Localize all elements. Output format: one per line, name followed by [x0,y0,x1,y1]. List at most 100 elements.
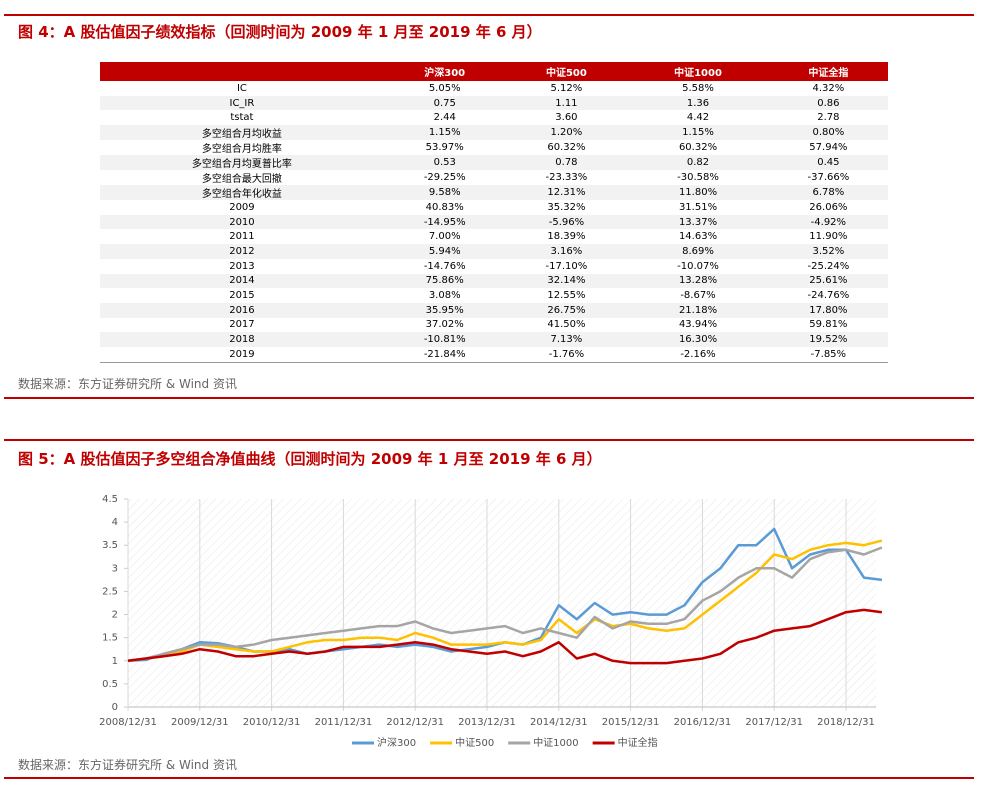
table-cell: -37.66% [807,172,850,184]
table-cell: 3.08% [428,290,461,302]
table-cell: 4.32% [812,82,845,94]
legend-label: 中证全指 [618,736,658,749]
table-cell: -17.10% [545,260,588,272]
y-tick-label: 2 [112,610,118,621]
table-cell: 37.02% [425,319,464,331]
rule [4,777,974,779]
source: 数据来源：东方证券研究所 & Wind 资讯 [18,377,237,391]
y-tick-label: 4 [112,517,118,528]
table-cell: 41.50% [547,319,586,331]
table-cell: IC_IR [100,95,384,111]
table-cell: 3.60 [555,112,578,124]
table: 沪深300 中证500 中证1000 中证全指 IC 5.05% 5.12% 5.58% 4.3… [100,62,888,363]
table-cell: 8.69% [627,244,769,259]
table-cell: 2016 [100,302,384,318]
table-cell: 3.52% [768,244,888,259]
rule [4,439,974,441]
y-tick-label: 1.5 [102,633,118,644]
x-tick-label: 2011/12/31 [315,717,373,728]
figure-title: 图 4：A 股估值因子绩效指标（回测时间为 2009 年 1 月至 2019 年… [18,23,542,41]
table-cell: 3.16% [505,244,628,259]
rule [4,14,974,16]
table-cell: 2019 [100,346,384,363]
table-cell: -24.76% [807,290,850,302]
table-cell: -10.07% [677,260,719,272]
series-line [127,539,883,663]
plot-area [128,499,876,707]
table-cell: -7.85% [768,346,888,363]
table-cell: 53.97% [425,142,464,154]
table-cell: -5.96% [505,214,628,230]
table-cell: 2018 [100,332,384,347]
table-row: 2010 -14.95% -5.96% 13.37% -4.92% [100,214,888,230]
series-line [127,608,883,665]
table-cell: 75.86% [383,273,506,289]
table-row: 2013 -14.76% -17.10% -10.07% -25.24% [100,259,888,274]
table-cell: 21.18% [627,302,769,318]
x-tick-label: 2012/12/31 [386,717,444,728]
table-cell: 35.95% [383,302,506,318]
table-cell: 多空组合年化收益 [100,185,384,201]
table-cell: 0.82 [627,155,769,171]
table-cell: 1.11 [505,95,628,111]
table-cell: 40.83% [425,201,464,213]
table-row: 2015 3.08% 12.55% -8.67% -24.76% [100,288,888,303]
table-cell: 7.00% [428,231,461,243]
table-cell: 2017 [229,319,255,331]
series-line [127,546,883,663]
table-cell: 31.51% [678,201,718,213]
table-cell: 2011 [229,231,255,243]
table-row: tstat 2.44 3.60 4.42 2.78 [100,110,888,125]
table-cell: IC [236,82,247,94]
y-tick-label: 0.5 [102,679,118,690]
legend-label: 中证1000 [533,736,578,749]
table-cell: 多空组合月均收益 [100,125,384,141]
table-row: 2009 40.83% 35.32% 31.51% 26.06% [100,200,888,215]
table-cell: 2009 [229,201,255,213]
table-cell: 11.90% [809,231,848,243]
y-tick-label: 3 [112,563,118,574]
table-row: 多空组合最大回撤 -29.25% -23.33% -30.58% -37.66% [100,170,888,185]
table-cell: 13.37% [627,214,769,230]
x-tick-label: 2014/12/31 [530,717,588,728]
table-cell: 0.86 [768,95,888,111]
header-cell [100,62,384,81]
y-tick-label: 2.5 [102,586,118,597]
table-cell: 0.45 [768,155,888,171]
table-cell: 1.15% [383,125,506,141]
table-cell: 5.94% [383,244,506,259]
table-cell: 26.75% [505,302,628,318]
table-cell: 5.58% [682,82,714,94]
table-row: IC_IR 0.75 1.11 1.36 0.86 [100,95,888,111]
table-cell: 7.13% [505,332,628,347]
y-tick-label: 0 [112,702,118,713]
table-cell: 16.30% [627,332,769,347]
x-tick-label: 2017/12/31 [745,717,803,728]
table-cell: -10.81% [383,332,506,347]
table-cell: 35.32% [547,201,586,213]
table-row: 2011 7.00% 18.39% 14.63% 11.90% [100,229,888,244]
table-cell: -21.84% [383,346,506,363]
x-tick-label: 2010/12/31 [243,717,301,728]
table-row: 2019 -21.84% -1.76% -2.16% -7.85% [100,346,888,363]
table-cell: 9.58% [383,185,506,201]
table-cell: 18.39% [547,231,586,243]
table-cell: -29.25% [423,172,466,184]
table-cell: 0.75 [383,95,506,111]
legend-label: 沪深300 [377,736,416,749]
table-cell: 12.55% [547,290,586,302]
table-cell: -30.58% [677,172,719,184]
x-tick-label: 2009/12/31 [171,717,229,728]
x-tick-label: 2008/12/31 [99,717,157,728]
table-cell: 60.32% [678,142,718,154]
header-cell: 沪深300 [383,62,506,81]
table-cell: 43.94% [678,319,718,331]
table-row: 2012 5.94% 3.16% 8.69% 3.52% [100,244,888,259]
x-tick-label: 2016/12/31 [674,717,732,728]
table-cell: -4.92% [768,214,888,230]
table-cell: 19.52% [768,332,888,347]
table-cell: 2.44 [433,112,456,124]
table-cell: 2010 [100,214,384,230]
table-cell: 13.28% [627,273,769,289]
